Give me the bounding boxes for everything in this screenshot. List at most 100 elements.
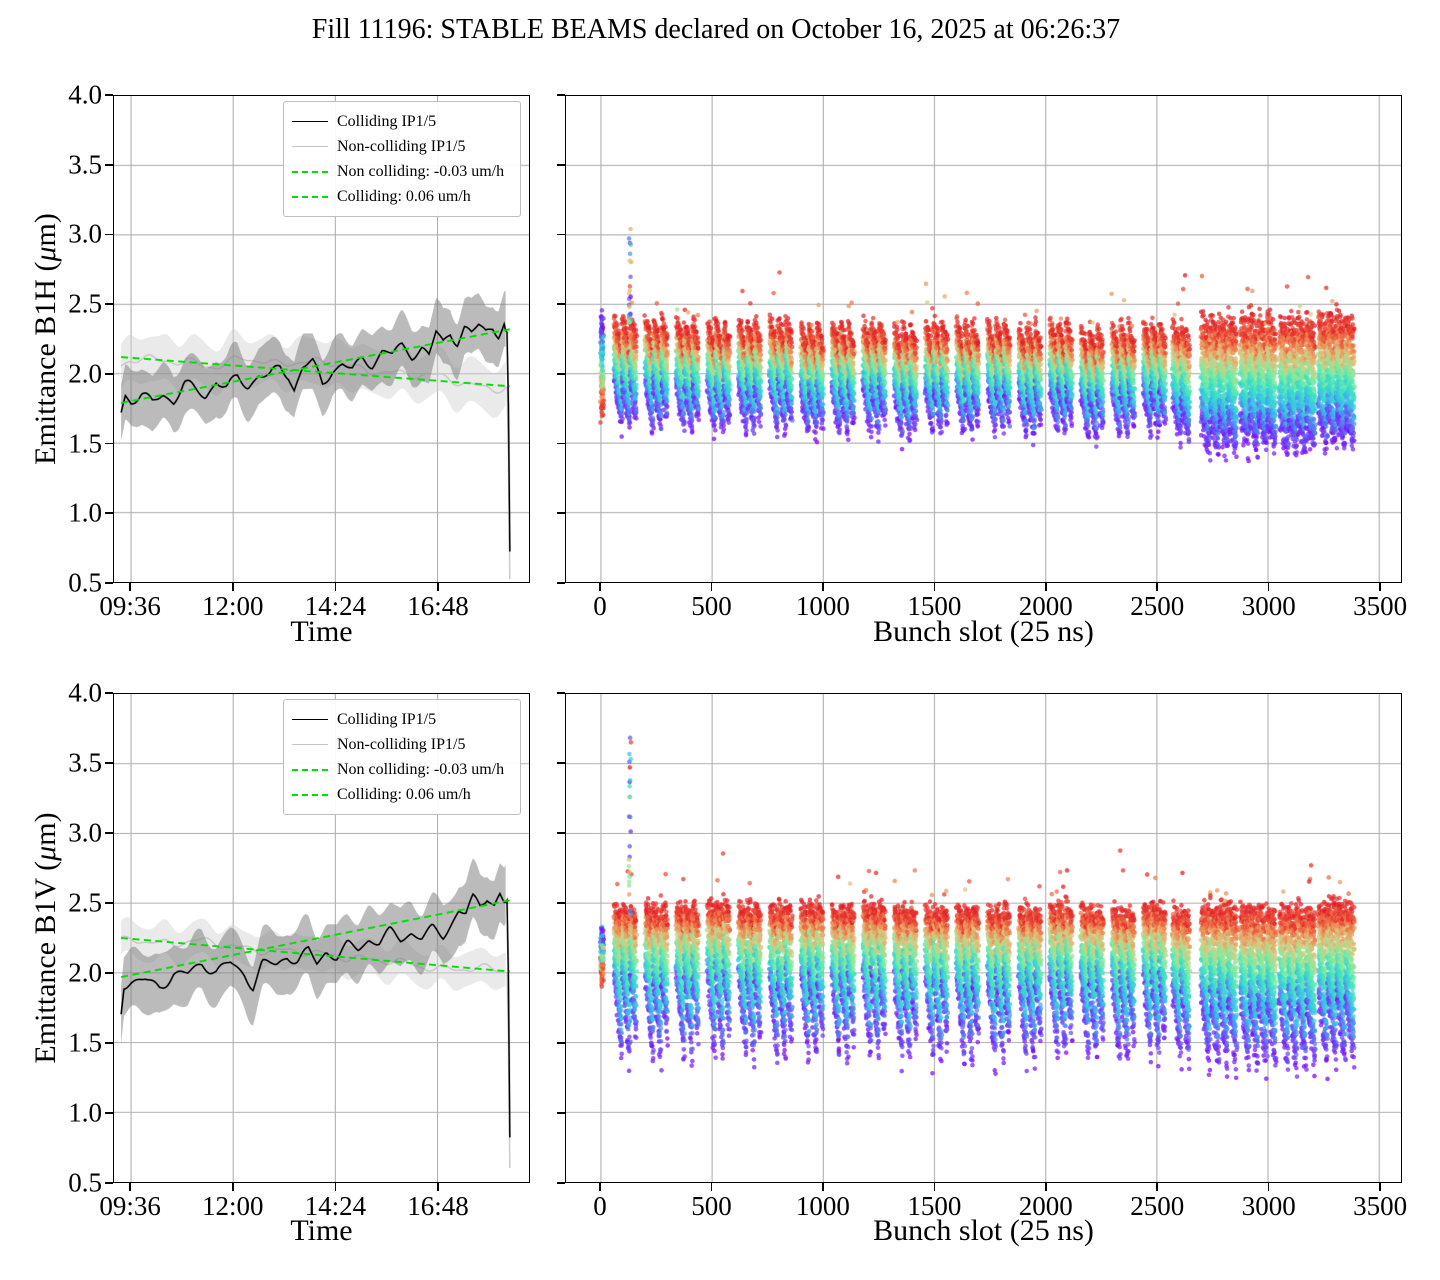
x-tick-mark <box>1379 1183 1381 1191</box>
legend-line-non-colliding-trend <box>292 768 328 771</box>
x-tick-mark <box>1267 583 1270 591</box>
legend-label: Non-colliding IP1/5 <box>337 735 466 753</box>
legend-label: Non-colliding IP1/5 <box>337 137 466 155</box>
y-tick-mark <box>105 692 113 694</box>
legend-line-colliding <box>292 121 328 122</box>
y-tick-mark <box>105 512 113 515</box>
x-tick-label: 14:24 <box>304 1191 367 1221</box>
x-tick-mark <box>933 1183 936 1191</box>
y-tick-label: 3.0 <box>68 218 102 249</box>
x-tick-mark <box>710 583 713 591</box>
y-tick-mark <box>105 94 113 96</box>
y-axis-label-b1h: Emittance B1H (μm) <box>29 213 62 465</box>
plot-area-emittance-b1h-time: Colliding IP1/5 Non-colliding IP1/5 Non … <box>113 95 530 583</box>
x-tick-mark <box>129 1183 131 1191</box>
legend-line-non-colliding <box>292 744 328 745</box>
y-tick-mark <box>557 373 565 375</box>
y-tick-mark <box>557 233 565 236</box>
x-tick-mark <box>933 583 936 591</box>
legend-label: Colliding IP1/5 <box>337 112 437 130</box>
y-tick-mark <box>557 1112 565 1114</box>
x-tick-label: 1000 <box>795 591 850 621</box>
y-tick-label: 0.5 <box>68 567 102 598</box>
y-axis-label-b1v: Emittance B1V (μm) <box>29 812 62 1064</box>
x-tick-label: 12:00 <box>201 1191 264 1221</box>
y-tick-mark <box>557 94 565 96</box>
x-tick-label: 09:36 <box>99 591 161 621</box>
x-tick-mark <box>822 1183 824 1191</box>
x-tick-label: 0 <box>593 1191 607 1221</box>
y-tick-label: 2.0 <box>68 957 102 988</box>
figure-title: Fill 11196: STABLE BEAMS declared on Oct… <box>311 14 1121 45</box>
y-tick-mark <box>105 832 113 834</box>
x-tick-label: 1500 <box>907 591 962 621</box>
legend-line-non-colliding-trend <box>292 170 328 173</box>
x-tick-label: 0 <box>593 591 607 621</box>
legend-entry-colliding: Colliding IP1/5 <box>292 707 514 732</box>
x-tick-label: 3000 <box>1241 1191 1296 1221</box>
y-tick-label: 2.5 <box>68 288 102 319</box>
y-tick-mark <box>105 163 113 166</box>
mu-symbol: μ <box>29 246 62 262</box>
legend-entry-colliding-trend: Colliding: 0.06 um/h <box>292 782 514 807</box>
y-tick-mark <box>557 303 565 305</box>
x-tick-label: 1000 <box>795 1191 850 1221</box>
y-tick-mark <box>105 972 113 974</box>
x-tick-label: 2000 <box>1018 1191 1073 1221</box>
y-tick-mark <box>557 512 565 515</box>
legend-entry-non-colliding: Non-colliding IP1/5 <box>292 732 514 757</box>
x-tick-mark <box>129 583 131 591</box>
legend-line-non-colliding <box>292 146 328 147</box>
x-tick-label: 16:48 <box>407 1191 469 1221</box>
x-tick-mark <box>334 583 337 591</box>
y-tick-mark <box>557 163 565 166</box>
legend-b1v: Colliding IP1/5 Non-colliding IP1/5 Non … <box>283 699 521 815</box>
x-tick-label: 1500 <box>907 1191 962 1221</box>
x-tick-mark <box>231 583 234 591</box>
plot-area-emittance-b1h-bunch <box>565 95 1402 583</box>
y-tick-mark <box>105 373 113 375</box>
y-tick-mark <box>557 832 565 834</box>
y-tick-label: 1.0 <box>68 1097 102 1128</box>
y-tick-mark <box>557 692 565 694</box>
x-tick-mark <box>599 1183 601 1191</box>
legend-line-colliding-trend <box>292 195 328 198</box>
y-tick-mark <box>105 442 113 445</box>
y-tick-label: 0.5 <box>68 1167 102 1198</box>
mu-symbol: μ <box>29 845 62 861</box>
y-tick-mark <box>557 1042 565 1044</box>
plot-canvas-b1v-bunch <box>566 694 1401 1182</box>
legend-entry-colliding-trend: Colliding: 0.06 um/h <box>292 184 514 209</box>
legend-line-colliding <box>292 719 328 720</box>
x-axis-label-bunch-b1h: Bunch slot (25 ns) <box>873 615 1094 648</box>
y-tick-mark <box>105 1112 113 1114</box>
x-tick-label: 16:48 <box>407 591 469 621</box>
x-tick-label: 3500 <box>1353 1191 1408 1221</box>
y-tick-mark <box>105 233 113 236</box>
y-tick-mark <box>105 762 113 764</box>
legend-entry-non-colliding-trend: Non colliding: -0.03 um/h <box>292 757 514 782</box>
y-tick-label: 1.5 <box>68 428 102 459</box>
x-tick-mark <box>1045 1183 1047 1191</box>
x-tick-mark <box>599 583 601 591</box>
x-tick-label: 3000 <box>1241 591 1296 621</box>
x-tick-mark <box>334 1183 337 1191</box>
y-tick-mark <box>557 442 565 445</box>
legend-entry-non-colliding-trend: Non colliding: -0.03 um/h <box>292 159 514 184</box>
y-tick-mark <box>105 1182 113 1184</box>
x-tick-mark <box>1045 583 1047 591</box>
y-tick-mark <box>105 902 113 904</box>
x-tick-mark <box>710 1183 713 1191</box>
y-tick-label: 4.0 <box>68 79 102 110</box>
legend-label: Colliding: 0.06 um/h <box>337 785 471 803</box>
y-tick-mark <box>105 1042 113 1044</box>
x-tick-mark <box>1156 1183 1159 1191</box>
y-tick-label: 3.5 <box>68 747 102 778</box>
x-tick-mark <box>1267 1183 1270 1191</box>
x-tick-label: 2500 <box>1130 591 1185 621</box>
legend-label: Non colliding: -0.03 um/h <box>337 760 505 778</box>
y-tick-mark <box>105 303 113 305</box>
x-tick-label: 500 <box>691 1191 732 1221</box>
y-tick-mark <box>557 762 565 764</box>
legend-entry-colliding: Colliding IP1/5 <box>292 109 514 134</box>
